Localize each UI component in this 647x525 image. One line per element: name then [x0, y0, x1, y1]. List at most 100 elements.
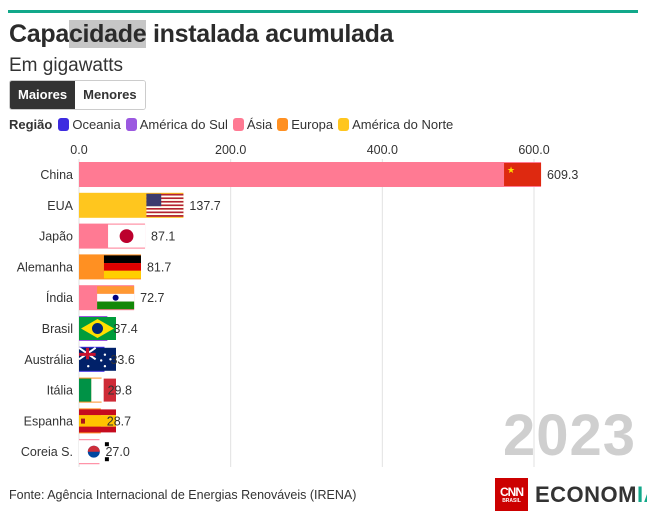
legend-item-oceania[interactable]: Oceania	[58, 117, 121, 132]
value-label: 72.7	[140, 291, 164, 305]
bar-row: Itália 29.8	[47, 377, 132, 403]
value-label: 137.7	[189, 199, 220, 213]
flag-part	[79, 415, 116, 427]
flag-part	[103, 263, 141, 271]
category-label: EUA	[47, 199, 73, 213]
cnn-logo: CNN BRASIL	[495, 478, 528, 511]
flag-part	[79, 352, 96, 356]
value-label: 29.8	[108, 384, 132, 398]
flag-star: ★	[507, 165, 515, 175]
flag-part	[81, 418, 85, 424]
value-label: 87.1	[151, 230, 175, 244]
japan-flag	[108, 224, 146, 248]
south-korea-flag	[79, 440, 116, 464]
x-tick-label: 200.0	[215, 143, 246, 157]
page-title: Capacidade instalada acumulada	[9, 20, 394, 48]
category-label: Alemanha	[17, 260, 73, 274]
category-label: Espanha	[24, 414, 73, 428]
flag-part	[91, 378, 104, 402]
flag-part	[112, 294, 119, 301]
bar-chart: 0.0 200.0 400.0 600.0 China ★ 609.3 EUA 137.7 Jap…	[17, 143, 578, 467]
category-label: Índia	[46, 290, 73, 305]
legend-item-south-america[interactable]: América do Sul	[125, 117, 228, 132]
flag-part	[146, 202, 184, 205]
flag-part	[146, 215, 184, 217]
top-accent-line	[8, 10, 638, 13]
smallest-button[interactable]: Menores	[75, 81, 145, 109]
year-label: 2023	[502, 403, 636, 468]
category-label: Itália	[47, 384, 73, 398]
usa-flag	[146, 193, 184, 217]
flag-part	[104, 457, 109, 462]
flag-part	[504, 163, 542, 186]
legend-item-asia[interactable]: Ásia	[232, 117, 272, 132]
flag-part	[146, 209, 184, 212]
flag-part	[146, 204, 184, 207]
flag-part	[146, 193, 184, 196]
bar-row: Índia 72.7	[46, 285, 165, 311]
flag-part	[103, 270, 141, 279]
legend-swatch	[58, 118, 70, 131]
flag-part	[79, 378, 92, 402]
legend-item-north-america[interactable]: América do Norte	[338, 117, 453, 132]
spain-flag	[79, 409, 116, 433]
category-label: Coreia S.	[21, 445, 73, 459]
australia-flag	[78, 346, 116, 371]
category-label: Japão	[39, 230, 73, 244]
bar-row: Austrália 33.6	[24, 346, 135, 372]
bar-row: Alemanha 81.7	[17, 254, 171, 280]
flag-part	[97, 301, 135, 310]
flag-part	[79, 426, 116, 433]
legend-item-europe[interactable]: Europa	[277, 117, 333, 132]
legend-swatch	[125, 118, 137, 131]
china-flag: ★	[504, 163, 542, 186]
bar	[79, 162, 542, 187]
flag-part	[87, 445, 100, 452]
source-note: Fonte: Agência Internacional de Energias…	[9, 488, 357, 502]
flag-part	[91, 322, 104, 335]
x-tick-label: 400.0	[367, 143, 398, 157]
flag-part	[103, 378, 116, 402]
bar-row: Coreia S. 27.0	[21, 439, 130, 465]
flag-part	[146, 207, 184, 210]
flag-star	[103, 365, 107, 368]
flag-part	[104, 442, 109, 447]
sort-toggle: Maiores Menores	[9, 80, 146, 110]
economia-wordmark: ECONOMIA	[535, 481, 647, 507]
flag-star	[100, 359, 103, 362]
bar-row: Espanha 28.7	[24, 408, 131, 434]
bar-row: EUA 137.7	[47, 192, 221, 218]
subtitle: Em gigawatts	[9, 55, 124, 76]
value-label: 37.4	[113, 322, 137, 336]
italy-flag	[79, 378, 116, 402]
cnn-economia-logo: CNN BRASIL ECONOMIA	[495, 478, 647, 511]
bar-row: China ★ 609.3	[40, 162, 578, 187]
flag-part	[119, 229, 134, 243]
flag-part	[146, 195, 184, 198]
india-flag	[97, 286, 135, 310]
flag-part	[146, 200, 184, 203]
flag-part	[146, 211, 184, 214]
flag-part	[97, 286, 135, 294]
bar-row: Japão 87.1	[39, 223, 175, 249]
flag-part	[103, 255, 141, 264]
category-label: Austrália	[24, 353, 73, 367]
value-label: 609.3	[547, 168, 578, 182]
value-label: 28.7	[107, 414, 131, 428]
flag-part	[146, 199, 184, 201]
flag-star	[103, 353, 107, 356]
value-label: 27.0	[105, 445, 129, 459]
legend: Região Oceania América do Sul Ásia Europ…	[9, 117, 458, 132]
x-tick-label: 600.0	[518, 143, 549, 157]
germany-flag	[103, 255, 141, 279]
flag-part	[146, 213, 184, 216]
value-label: 81.7	[147, 260, 171, 274]
flag-part	[146, 193, 162, 207]
bar-row: Brasil 37.4	[42, 316, 138, 341]
category-label: Brasil	[42, 322, 73, 336]
flag-star	[109, 358, 112, 361]
value-label: 33.6	[110, 353, 134, 367]
largest-button[interactable]: Maiores	[10, 81, 76, 109]
flag-part	[146, 206, 184, 208]
legend-swatch	[338, 118, 350, 131]
